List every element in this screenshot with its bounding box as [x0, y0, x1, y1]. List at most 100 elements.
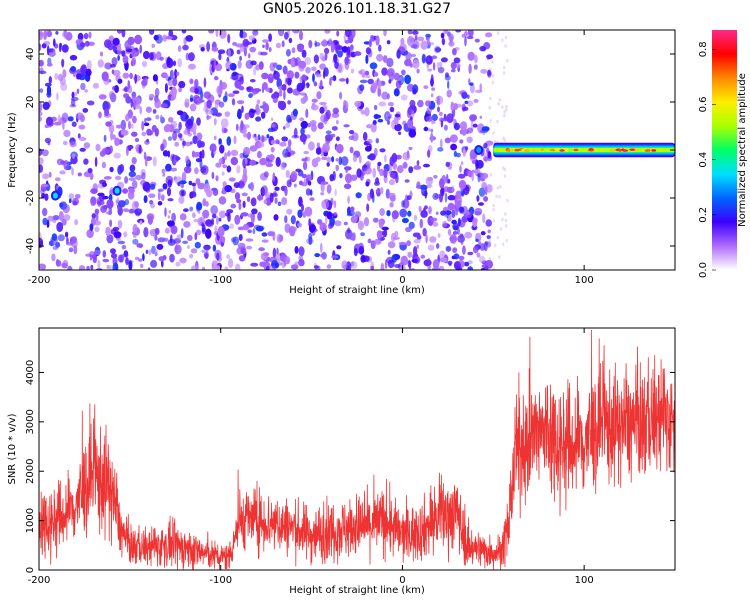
heatmap-cell	[279, 89, 283, 97]
heatmap-cell	[386, 57, 394, 68]
heatmap-cell	[447, 229, 452, 236]
heatmap-cell	[234, 79, 242, 89]
heatmap-cell	[63, 160, 69, 171]
heatmap-cell	[42, 207, 48, 217]
heatmap-cell	[412, 59, 420, 69]
heatmap-cell	[308, 141, 315, 151]
heatmap-cell	[224, 111, 231, 117]
heatmap-cell	[117, 78, 123, 84]
heatmap-cell	[75, 194, 81, 199]
heatmap-cell	[194, 167, 199, 175]
heatmap-cell	[191, 182, 196, 187]
heatmap-cell	[78, 124, 86, 130]
heatmap-cell	[345, 165, 348, 174]
heatmap-cell	[301, 173, 308, 179]
heatmap-cell	[175, 71, 180, 76]
heatmap-cell	[160, 103, 168, 109]
heatmap-cell	[405, 52, 412, 61]
heatmap-cell	[131, 57, 136, 66]
heatmap-cell	[487, 151, 492, 159]
heatmap-cell	[322, 143, 330, 153]
heatmap-cell	[407, 106, 412, 116]
heatmap-cell	[320, 181, 329, 185]
heatmap-cell	[175, 261, 181, 267]
heatmap-cell	[133, 234, 137, 238]
heatmap-cell	[189, 97, 194, 102]
heatmap-cell	[55, 31, 59, 35]
heatmap-cell	[185, 155, 190, 165]
heatmap-cell	[146, 128, 152, 136]
heatmap-cell	[439, 111, 443, 116]
heatmap-cell	[431, 55, 438, 60]
heatmap-cell	[61, 58, 65, 68]
heatmap-cell	[398, 241, 407, 246]
heatmap-cell	[502, 65, 506, 70]
heatmap-cell	[287, 100, 291, 105]
heatmap-cell	[230, 203, 237, 209]
heatmap-cell	[453, 150, 457, 157]
heatmap-cell	[437, 233, 441, 238]
heatmap-cell	[236, 123, 239, 131]
heatmap-cell	[132, 115, 137, 124]
heatmap-cell	[240, 120, 244, 131]
heatmap-cell	[291, 226, 297, 232]
heatmap-cell	[242, 124, 250, 129]
heatmap-cell	[254, 108, 261, 115]
heatmap-cell	[122, 55, 129, 64]
heatmap-cell	[231, 98, 236, 106]
heatmap-cell	[200, 166, 207, 174]
heatmap-cell	[334, 188, 337, 197]
heatmap-cell	[424, 205, 428, 210]
y-tick-label: -20	[25, 190, 36, 206]
heatmap-cell	[160, 143, 165, 152]
heatmap-cell	[218, 210, 226, 219]
heatmap-cell	[299, 92, 307, 96]
heatmap-cell	[89, 223, 94, 232]
heatmap-cell	[326, 264, 332, 269]
heatmap-cell	[168, 117, 174, 123]
heatmap-cell	[376, 230, 383, 239]
heatmap-cell	[396, 49, 401, 59]
heatmap-cell	[232, 90, 240, 94]
heatmap-cell	[162, 150, 169, 157]
heatmap-cell	[52, 215, 60, 221]
heatmap-cell	[265, 265, 270, 270]
heatmap-cell	[406, 240, 411, 247]
heatmap-cell	[149, 52, 154, 61]
heatmap-cell	[63, 214, 71, 221]
heatmap-cell	[155, 114, 160, 120]
heatmap-cell	[249, 145, 258, 152]
heatmap-cell	[303, 150, 310, 155]
heatmap-cell	[190, 248, 198, 254]
heatmap-cell	[407, 30, 413, 35]
heatmap-cell	[180, 228, 184, 239]
heatmap-cell	[91, 213, 97, 219]
heatmap-cell	[214, 265, 221, 270]
heatmap-cell	[157, 201, 163, 206]
heatmap-cell	[332, 107, 340, 115]
heatmap-cell	[168, 209, 172, 214]
heatmap-cell	[167, 187, 171, 197]
heatmap-cell	[260, 111, 266, 119]
heatmap-x-label: Height of straight line (km)	[289, 285, 425, 296]
heatmap-cell	[416, 244, 419, 249]
heatmap-cell	[214, 99, 219, 110]
heatmap-cell	[117, 219, 123, 229]
heatmap-cell	[213, 59, 217, 69]
heatmap-cell	[324, 216, 328, 225]
heatmap-cell	[240, 212, 249, 217]
heatmap-cell	[212, 213, 217, 219]
heatmap-cell	[404, 74, 412, 85]
heatmap-cell	[132, 223, 138, 234]
heatmap-cell	[254, 133, 257, 138]
heatmap-cell	[130, 123, 134, 129]
heatmap-cell	[250, 60, 257, 66]
heatmap-cell	[145, 117, 152, 122]
snr-series-line	[39, 329, 675, 570]
heatmap-cell	[432, 62, 436, 71]
heatmap-cell	[407, 210, 412, 217]
heatmap-cell	[161, 194, 165, 202]
heatmap-cell	[185, 35, 194, 42]
heatmap-cell	[496, 119, 499, 124]
heatmap-cell	[247, 229, 252, 234]
